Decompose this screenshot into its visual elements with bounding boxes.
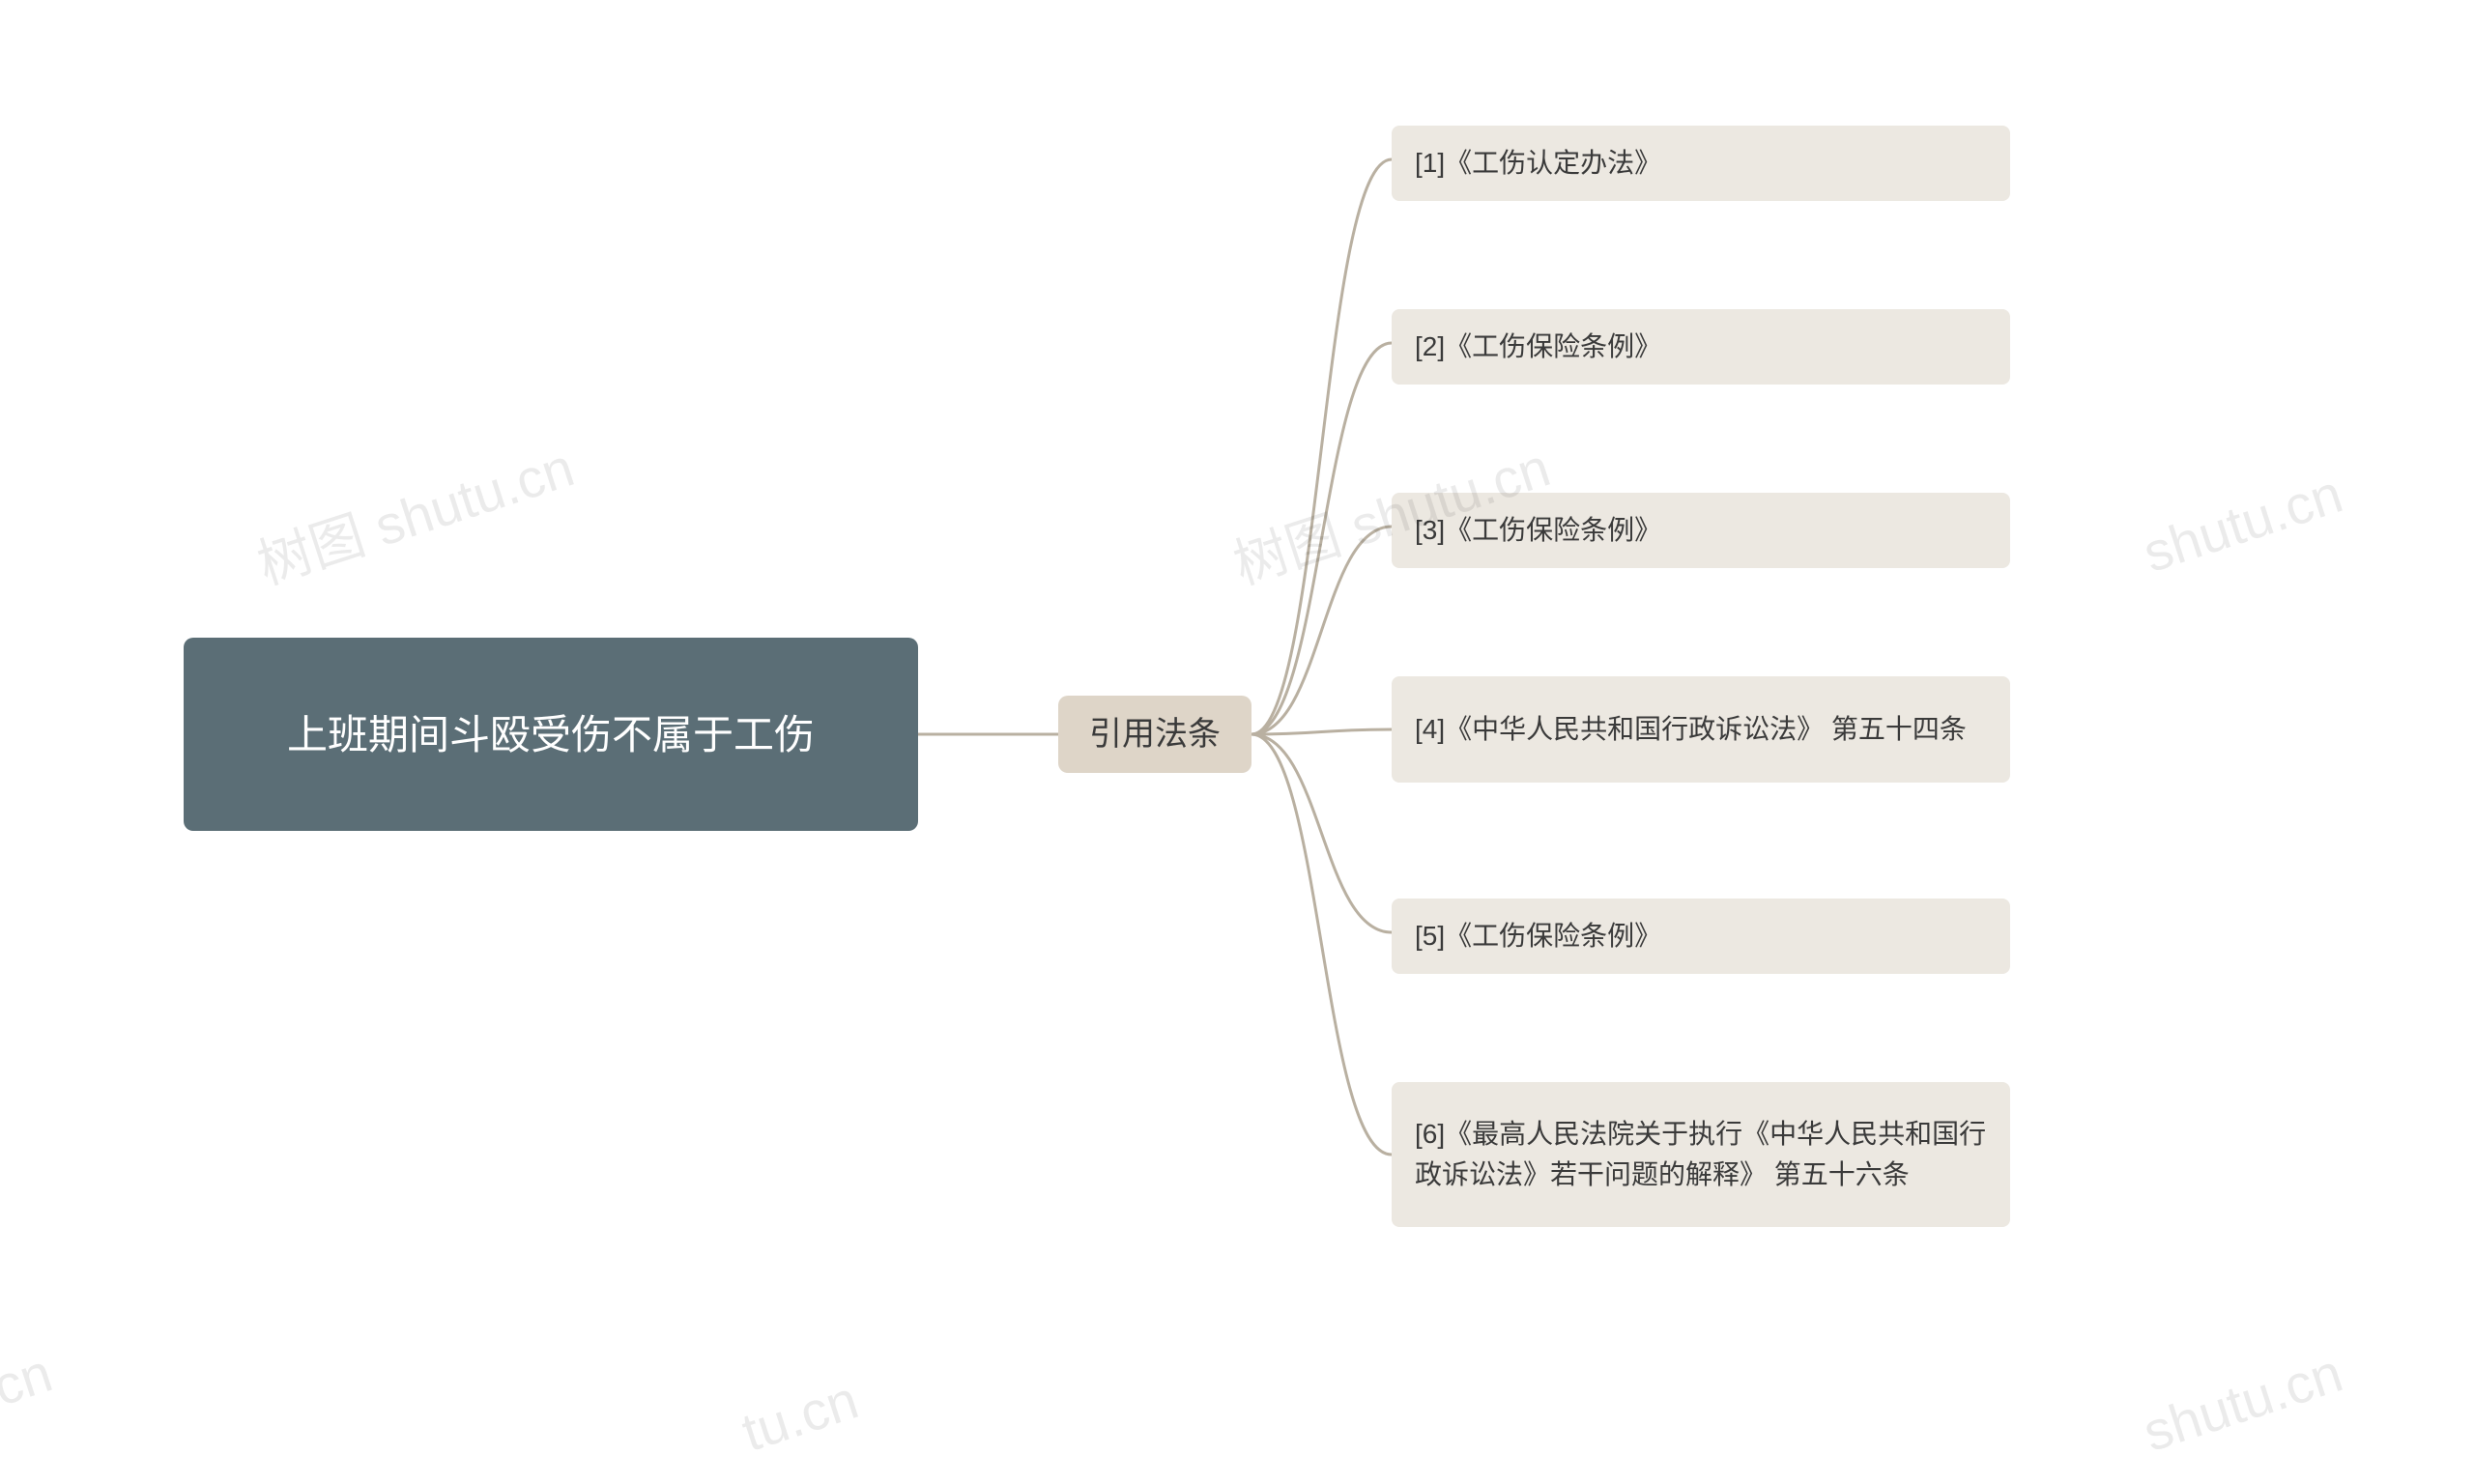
connector-line: [1251, 527, 1392, 734]
leaf-node-label: [5]《工伤保险条例》: [1415, 916, 1661, 956]
connector-line: [1251, 159, 1392, 734]
connector-line: [1251, 734, 1392, 932]
leaf-node[interactable]: [3]《工伤保险条例》: [1392, 493, 2010, 568]
leaf-node-label: [1]《工伤认定办法》: [1415, 143, 1661, 184]
watermark: tu.cn: [734, 1368, 866, 1464]
watermark: shutu.cn: [0, 1341, 59, 1464]
intermediate-node-label: 引用法条: [1089, 710, 1221, 759]
watermark: shutu.cn: [2136, 1341, 2349, 1464]
mindmap-canvas: 上班期间斗殴受伤不属于工伤 引用法条 [1]《工伤认定办法》 [2]《工伤保险条例…: [0, 0, 2474, 1484]
root-node[interactable]: 上班期间斗殴受伤不属于工伤: [184, 638, 918, 831]
leaf-node[interactable]: [1]《工伤认定办法》: [1392, 126, 2010, 201]
connector-line: [1251, 343, 1392, 734]
connector-line: [1251, 729, 1392, 734]
leaf-node-label: [4]《中华人民共和国行政诉讼法》 第五十四条: [1415, 709, 1967, 750]
root-node-label: 上班期间斗殴受伤不属于工伤: [287, 704, 815, 765]
leaf-node[interactable]: [5]《工伤保险条例》: [1392, 899, 2010, 974]
leaf-node-label: [6]《最高人民法院关于执行《中华人民共和国行政诉讼法》若干问题的解释》 第五十…: [1415, 1114, 1987, 1195]
intermediate-node[interactable]: 引用法条: [1058, 696, 1251, 773]
leaf-node-label: [2]《工伤保险条例》: [1415, 327, 1661, 367]
watermark: 树图 shutu.cn: [246, 424, 583, 600]
connector-line: [1251, 734, 1392, 1155]
leaf-node[interactable]: [2]《工伤保险条例》: [1392, 309, 2010, 385]
leaf-node[interactable]: [6]《最高人民法院关于执行《中华人民共和国行政诉讼法》若干问题的解释》 第五十…: [1392, 1082, 2010, 1227]
leaf-node-label: [3]《工伤保险条例》: [1415, 510, 1661, 551]
watermark: shutu.cn: [2136, 462, 2349, 585]
leaf-node[interactable]: [4]《中华人民共和国行政诉讼法》 第五十四条: [1392, 676, 2010, 783]
